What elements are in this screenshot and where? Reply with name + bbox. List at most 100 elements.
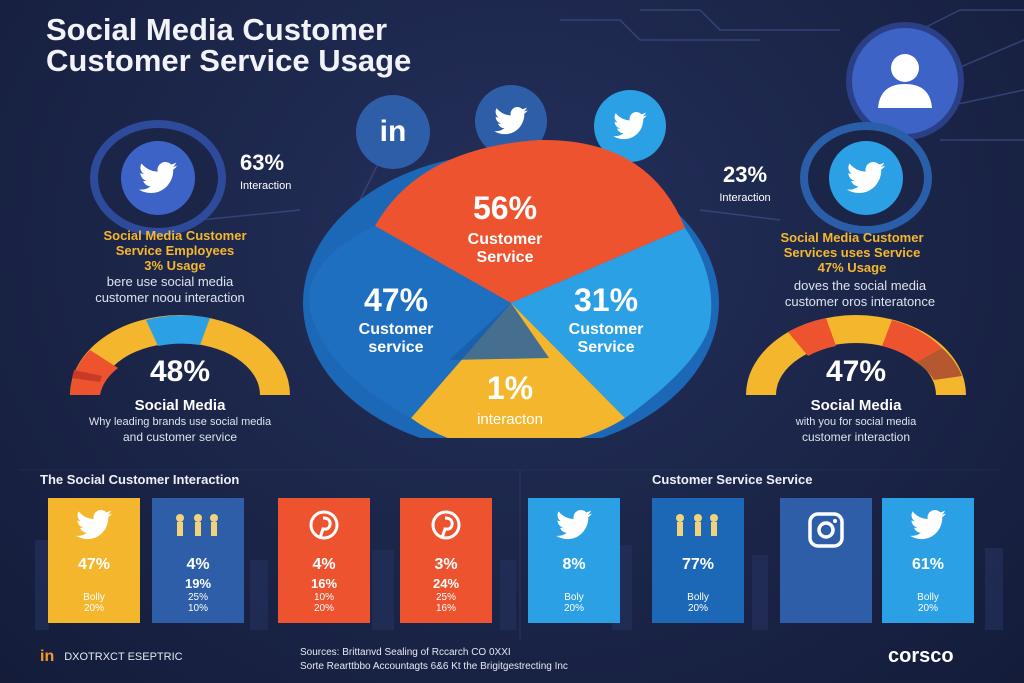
right-desc-1: doves the social media [793,278,927,293]
right-stat: 23% Interaction [700,162,790,204]
left-gauge-title: Social Media [134,397,226,414]
pie-label-blue: 31% Customer Service [546,282,666,357]
linkedin-logo: in [40,648,55,665]
bar-panel: 47% Bolly 20% [48,498,140,623]
user-avatar [852,28,958,134]
left-heading: Social Media Customer Service Employees … [70,228,280,273]
left-gauge-value: 48% [149,355,211,388]
page-title: Social Media Customer Customer Service U… [46,14,411,76]
pie-value-orange: 56% [472,190,538,226]
right-gauge-desc2: customer interaction [801,430,911,444]
twitter-icon [528,509,620,547]
twitter-icon [882,509,974,547]
right-stat-value: 23% [722,162,768,187]
footer-left-text: DXOTRXCT ESEPTRIC [64,651,183,663]
pie-chart [303,139,719,438]
right-gauge-label: 47% Social Media with you for social med… [756,355,956,444]
pie-slice-yellow [411,303,625,438]
right-heading-2: Services uses Service [783,245,921,260]
pie-value-darkblue: 47% [363,282,429,318]
twitter-badge-left [98,128,218,228]
bar-value: 77% [681,556,715,573]
people-icon [152,510,244,547]
bar-value: 4% [186,556,210,573]
left-gauge-desc2: and customer service [122,430,238,444]
left-desc-2: customer noou interaction [95,290,245,305]
bar-panel: 8% Boly 20% [528,498,620,623]
bar-sub: Bolly 20% [687,592,709,614]
bar-panel: 77% Bolly 20% [652,498,744,623]
right-desc-2: customer oros interatonce [784,294,936,309]
right-stat-sub: Interaction [719,192,771,204]
bar-value: 47% [77,556,111,573]
title-line-2: Customer Service Usage [46,43,412,78]
bar-value-2: 16% [310,576,338,591]
left-desc: bere use social media customer noou inte… [55,274,285,306]
bar-value: 4% [312,556,336,573]
user-icon [878,54,932,108]
bar-panel: 4% 16% 10% 20% [278,498,370,623]
footer-sources: Sources: Brittanvd Sealing of Rccarch CO… [300,646,568,674]
right-gauge-value: 47% [825,355,887,388]
bar-sub: Bolly 20% [917,592,939,614]
bar-panel [780,498,872,623]
right-gauge [746,315,966,395]
pie-text-darkblue: Customer service [358,321,434,356]
bar-panel: 4% 19% 25% 10% [152,498,244,623]
twitter-badge-right [808,130,924,226]
linkedin-icon: in [356,95,430,169]
left-gauge-desc1: Why leading brands use social media [88,416,272,428]
left-desc-1: bere use social media [106,274,234,289]
pinterest-icon [400,510,492,547]
bar-value-2: 24% [432,576,460,591]
left-heading-3: 3% Usage [144,258,206,273]
pie-text-yellow: interacton [477,411,543,428]
pie-value-blue: 31% [573,282,639,318]
pie-slice-darkblue [308,226,511,418]
left-heading-2: Service Employees [115,243,235,258]
footer-source-2: Sorte Rearttbbo Accountagts 6&6 Kt the B… [300,661,568,672]
bar-sub: Bolly 20% [83,592,105,614]
left-gauge [70,315,290,395]
right-gauge-title: Social Media [810,397,902,414]
left-gauge-label: 48% Social Media Why leading brands use … [80,355,280,444]
right-gauge-desc1: with you for social media [795,416,917,428]
twitter-icon [48,509,140,547]
left-heading-1: Social Media Customer [103,228,247,243]
bar-value: 3% [434,556,458,573]
twitter-icon [829,141,903,215]
section-title-left: The Social Customer Interaction [40,472,240,487]
section-title-right: Customer Service Service [652,472,813,487]
left-stat-sub: Interaction [240,180,292,192]
left-stat-value: 63% [240,150,285,175]
bar-value: 8% [562,556,586,573]
twitter-icon [121,141,195,215]
pie-slice-blue [511,228,712,418]
right-heading: Social Media Customer Services uses Serv… [752,230,952,275]
right-heading-3: 47% Usage [817,260,887,275]
bar-sub: 10% 20% [313,592,334,614]
pie-label-darkblue: 47% Customer service [336,282,456,357]
title-line-1: Social Media Customer [46,12,388,47]
footer-left: in DXOTRXCT ESEPTRIC [40,648,183,666]
pie-text-orange: Customer Service [467,231,543,266]
pie-label-orange: 56% Customer Service [430,190,580,267]
pie-text-blue: Customer Service [568,321,644,356]
right-desc: doves the social media customer oros int… [740,278,980,310]
bar-value: 61% [911,556,945,573]
bar-sub: 25% 16% [435,592,456,614]
bar-sub: Boly 20% [563,592,584,614]
right-heading-1: Social Media Customer [780,230,924,245]
bar-panel: 61% Bolly 20% [882,498,974,623]
pie-slice-orange [375,139,685,303]
footer-source-1: Sources: Brittanvd Sealing of Rccarch CO… [300,647,511,658]
pinterest-icon [278,510,370,547]
bar-panel: 3% 24% 25% 16% [400,498,492,623]
footer-brand: corsco [888,645,954,668]
bar-sub: 25% 10% [187,592,208,614]
pie-label-yellow: 1% interacton [450,370,570,428]
bar-value-2: 19% [184,576,212,591]
pie-value-yellow: 1% [486,370,534,406]
left-stat: 63% Interaction [240,150,320,192]
brand-logo: corsco [888,645,954,667]
